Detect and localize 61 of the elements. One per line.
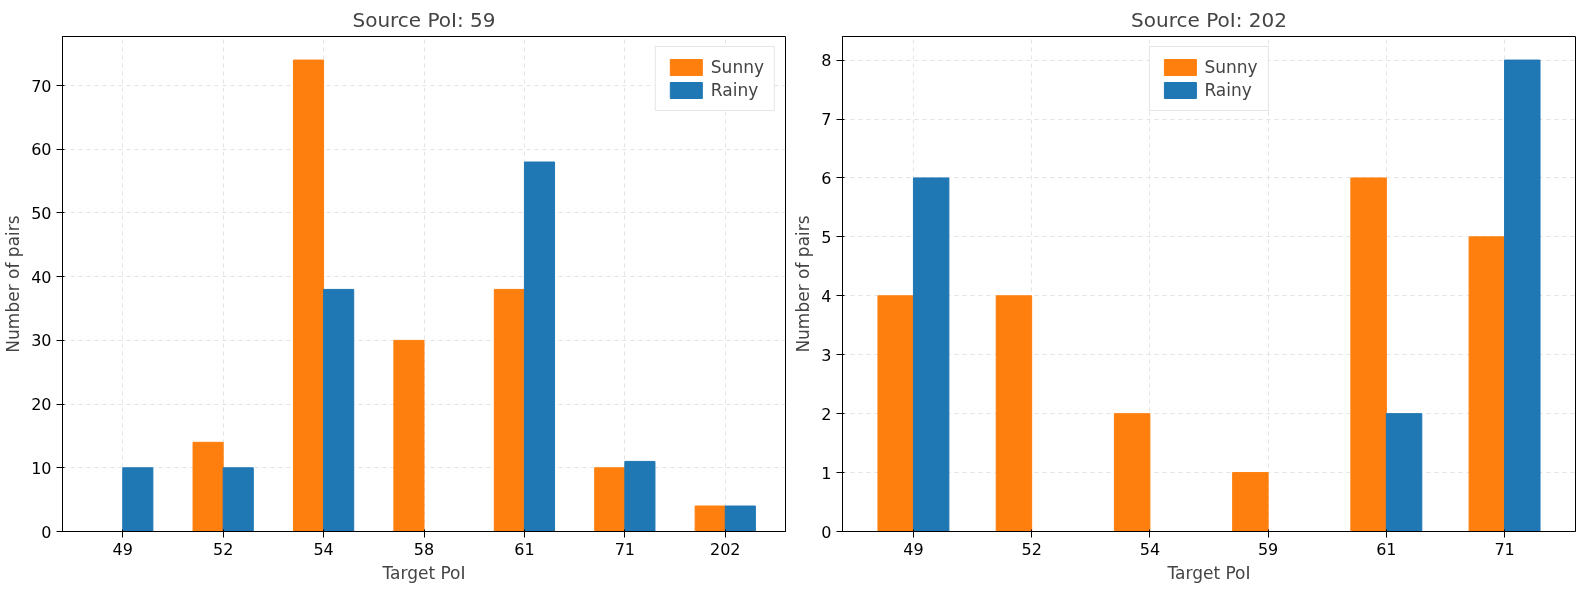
legend-label: Sunny (710, 57, 764, 77)
bar (393, 339, 425, 532)
x-tick-label: 71 (614, 539, 636, 559)
bar (912, 177, 950, 532)
bar (493, 288, 525, 532)
bar (624, 460, 656, 532)
y-tick-label: 40 (31, 267, 52, 287)
y-tick-label: 10 (31, 458, 52, 478)
bar (995, 295, 1033, 532)
bar (323, 288, 355, 532)
x-tick-label: 58 (413, 539, 435, 559)
y-tick-label: 20 (31, 395, 52, 415)
y-tick-label: 60 (31, 140, 52, 160)
bar (122, 467, 154, 532)
y-tick-label: 5 (821, 227, 832, 247)
x-axis-title: Target PoI (1166, 562, 1251, 583)
bar (724, 505, 756, 532)
x-tick-label: 71 (1494, 539, 1515, 559)
y-tick-label: 2 (821, 404, 832, 424)
x-tick-label: 61 (1376, 539, 1397, 559)
bar (1350, 177, 1387, 532)
y-tick-label: 30 (31, 331, 52, 351)
x-tick-label: 49 (903, 539, 924, 559)
y-tick-label: 7 (821, 110, 832, 129)
bar (694, 505, 726, 532)
legend-label: Rainy (710, 80, 759, 100)
y-axis-title: Number of pairs (3, 215, 24, 353)
legend-label: Sunny (1204, 57, 1258, 77)
bar (1232, 472, 1269, 532)
x-tick-label: 61 (514, 539, 535, 559)
chart-title: Source PoI: 202 (1131, 7, 1287, 32)
bar (1385, 413, 1423, 532)
x-tick-label: 49 (112, 539, 133, 559)
bar (222, 467, 254, 532)
bar (1504, 59, 1541, 532)
y-tick-label: 70 (31, 76, 52, 96)
x-tick-label: 54 (1139, 539, 1161, 559)
bar (877, 295, 914, 532)
bar (1113, 413, 1151, 532)
x-tick-label: 54 (313, 539, 334, 559)
legend-label: Rainy (1204, 80, 1252, 100)
y-tick-label: 3 (821, 345, 832, 365)
bar (594, 467, 626, 532)
y-tick-label: 6 (821, 168, 832, 188)
y-tick-label: 8 (821, 51, 832, 71)
bar (192, 441, 224, 532)
bar (1468, 236, 1506, 532)
y-tick-label: 4 (821, 286, 832, 306)
x-tick-label: 59 (1257, 539, 1279, 559)
bar (523, 161, 556, 532)
bar (292, 59, 325, 532)
x-tick-label: 202 (709, 539, 741, 559)
y-tick-label: 0 (821, 522, 832, 542)
y-tick-label: 0 (41, 522, 52, 542)
x-tick-label: 52 (1021, 539, 1042, 559)
y-axis-title: Number of pairs (793, 215, 814, 353)
x-tick-label: 52 (212, 539, 234, 559)
y-tick-label: 50 (31, 203, 52, 223)
x-axis-title: Target PoI (381, 562, 466, 583)
y-tick-label: 1 (821, 463, 832, 483)
chart-title: Source PoI: 59 (352, 7, 496, 32)
